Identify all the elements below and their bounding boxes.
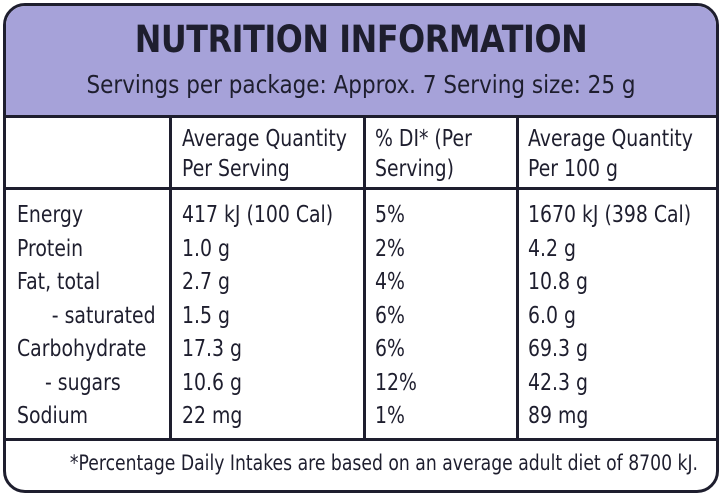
panel-title: NUTRITION INFORMATION (134, 18, 588, 61)
column-header-line: Average Quantity (182, 126, 347, 152)
per-100g-value: 42.3 g (528, 369, 588, 396)
di-value: 4% (375, 269, 405, 295)
column-header-line: Per Serving (182, 156, 290, 182)
column-divider-3 (516, 118, 519, 438)
column-header-per-100g: Average Quantity Per 100 g (528, 124, 693, 184)
servings-info: Servings per package: Approx. 7 Serving … (86, 70, 636, 99)
column-header-line: Per 100 g (528, 156, 619, 182)
footer-divider (6, 438, 716, 441)
nutrient-name: Fat, total (17, 269, 101, 295)
nutrient-name: Protein (17, 235, 84, 262)
di-value: 6% (375, 336, 405, 362)
di-value: 5% (375, 202, 405, 228)
di-value: 12% (375, 369, 417, 396)
per-100g-value: 10.8 g (528, 269, 588, 295)
nutrient-name: Sodium (17, 403, 89, 429)
column-divider-2 (363, 118, 366, 438)
per-serving-value: 417 kJ (100 Cal) (182, 202, 334, 228)
per-serving-value: 22 mg (182, 403, 243, 429)
per-serving-value: 2.7 g (182, 269, 230, 295)
per-100g-value: 4.2 g (528, 235, 576, 262)
column-header-line: Average Quantity (528, 126, 693, 152)
per-100g-value: 1670 kJ (398 Cal) (528, 202, 692, 228)
per-serving-value: 1.5 g (182, 302, 230, 329)
per-100g-value: 89 mg (528, 403, 589, 429)
header-band: NUTRITION INFORMATION Servings per packa… (6, 6, 716, 118)
per-serving-value: 1.0 g (182, 235, 230, 262)
footnote: *Percentage Daily Intakes are based on a… (69, 451, 699, 475)
column-divider-1 (169, 118, 172, 438)
nutrient-name: - sugars (45, 369, 121, 396)
header-row-divider (6, 187, 716, 190)
column-header-per-serving: Average Quantity Per Serving (182, 124, 347, 184)
nutrient-name: - saturated (52, 302, 156, 329)
di-value: 2% (375, 235, 405, 262)
per-100g-value: 6.0 g (528, 302, 576, 329)
column-header-line: % DI* (Per (375, 126, 472, 152)
di-value: 1% (375, 403, 405, 429)
nutrient-name: Carbohydrate (17, 336, 147, 362)
per-serving-value: 10.6 g (182, 369, 242, 396)
di-value: 6% (375, 302, 405, 329)
column-header-di: % DI* (Per Serving) (375, 124, 472, 184)
nutrient-name: Energy (17, 202, 84, 228)
nutrition-panel: NUTRITION INFORMATION Servings per packa… (3, 3, 719, 493)
per-serving-value: 17.3 g (182, 336, 242, 362)
per-100g-value: 69.3 g (528, 336, 588, 362)
column-header-line: Serving) (375, 156, 455, 182)
